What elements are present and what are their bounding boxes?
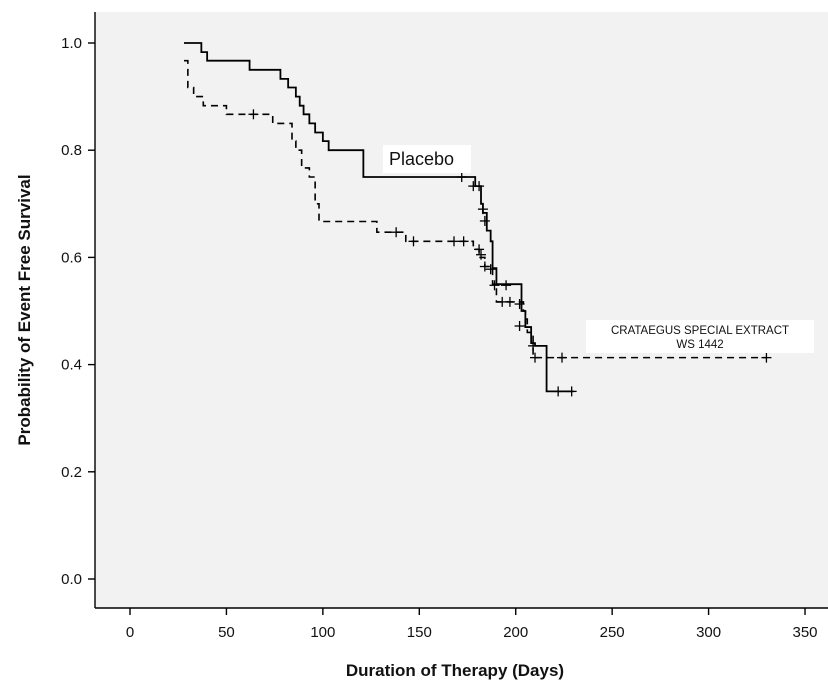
crataegus-label-line1: CRATAEGUS SPECIAL EXTRACT (611, 325, 789, 337)
y-axis-title: Probability of Event Free Survival (15, 174, 34, 445)
x-tick-label: 250 (600, 624, 625, 641)
plot-area (95, 12, 828, 608)
x-tick-label: 50 (218, 624, 235, 641)
y-tick-label: 1.0 (61, 35, 82, 52)
x-tick-label: 0 (126, 624, 134, 641)
placebo-label: Placebo (389, 149, 454, 169)
x-tick-label: 100 (310, 624, 335, 641)
y-tick-label: 0.6 (61, 249, 82, 266)
tick-layer: 0 50 100 150 200 250 300 350 0.0 0.2 0.4 0.6 0.8 1.0 (61, 35, 817, 641)
x-tick-label: 200 (503, 624, 528, 641)
y-tick-label: 0.4 (61, 357, 82, 374)
y-tick-label: 0.0 (61, 571, 82, 588)
x-tick-label: 300 (696, 624, 721, 641)
x-axis-title: Duration of Therapy (Days) (346, 661, 564, 680)
crataegus-label-line2: WS 1442 (676, 339, 723, 351)
y-tick-label: 0.2 (61, 464, 82, 481)
series-layer (184, 42, 772, 397)
x-tick-label: 350 (792, 624, 817, 641)
crataegus-label-box (586, 320, 814, 353)
y-tick-label: 0.8 (61, 142, 82, 159)
x-tick-label: 150 (407, 624, 432, 641)
series-line-crataegus (184, 59, 767, 359)
annotation-layer: Placebo CRATAEGUS SPECIAL EXTRACT WS 144… (383, 145, 814, 353)
placebo-label-box (383, 145, 471, 173)
